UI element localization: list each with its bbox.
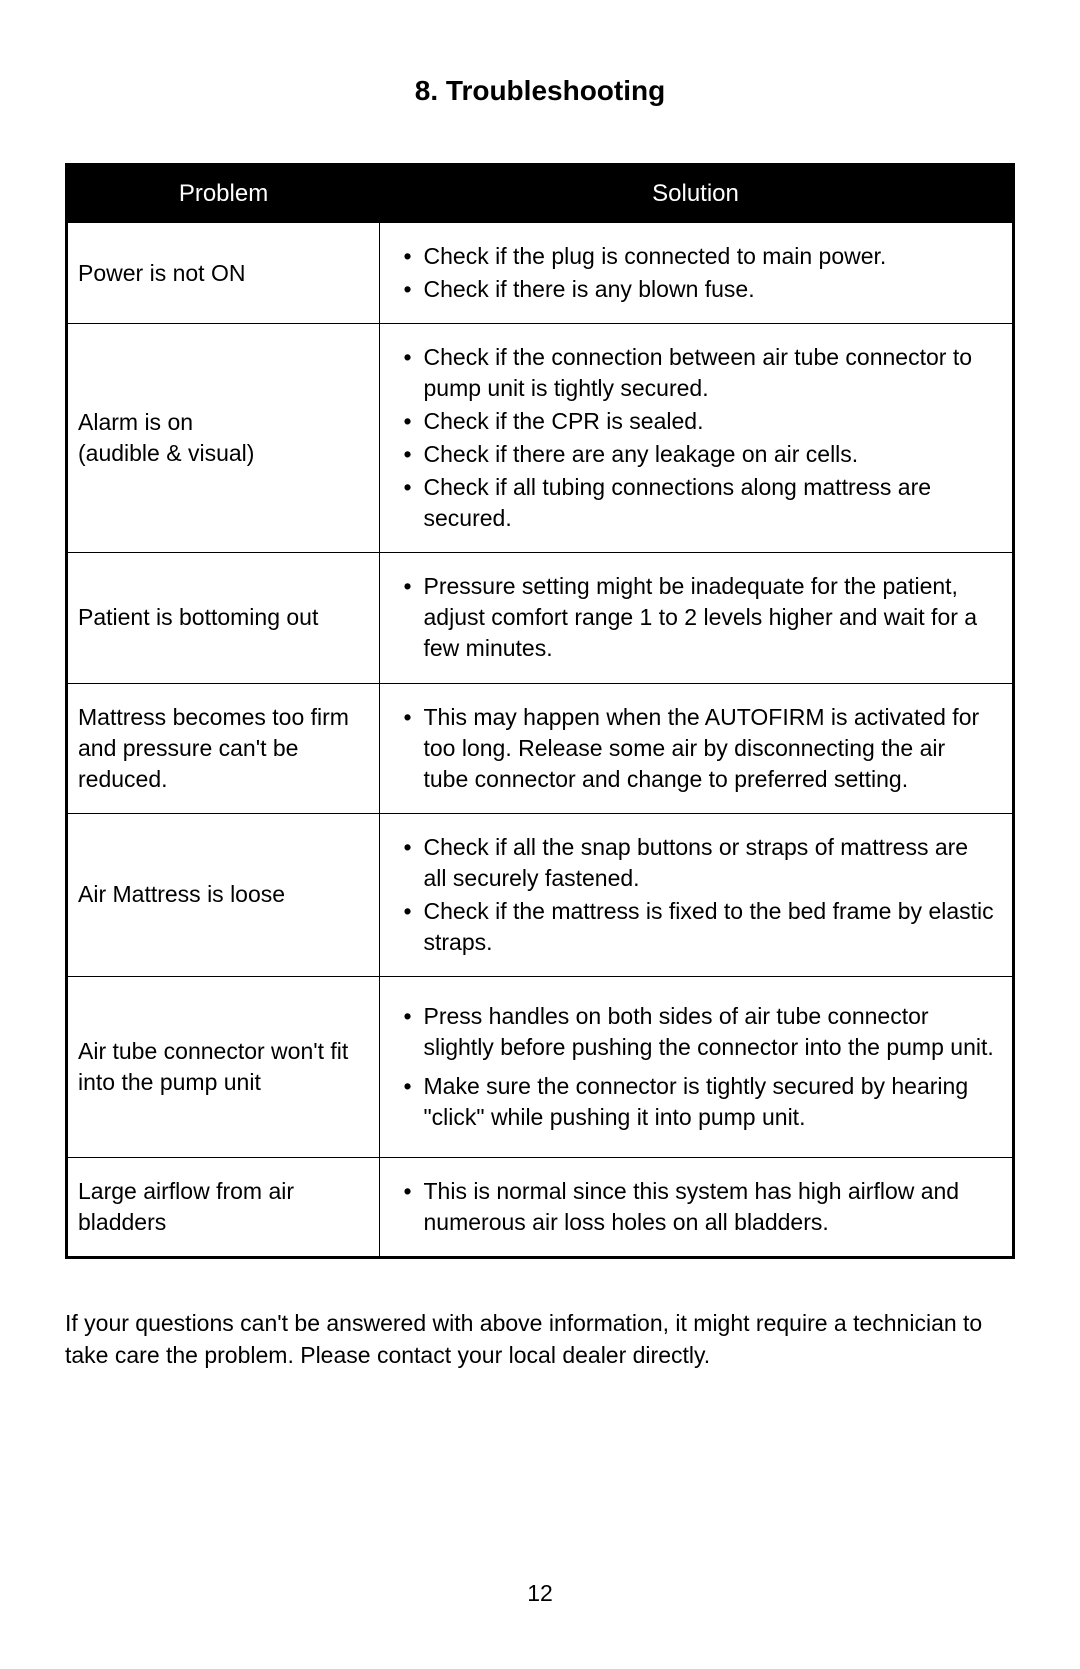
- solution-cell: Check if the plug is connected to main p…: [379, 223, 1014, 324]
- column-header-solution: Solution: [379, 165, 1014, 223]
- problem-cell: Mattress becomes too firm and pressure c…: [67, 683, 380, 813]
- table-row: Large airflow from air bladders This is n…: [67, 1158, 1014, 1258]
- solution-list: This is normal since this system has hig…: [394, 1176, 999, 1238]
- solution-cell: Check if the connection between air tube…: [379, 324, 1014, 553]
- solution-list: Pressure setting might be inadequate for…: [394, 571, 999, 664]
- solution-item: Check if the CPR is sealed.: [424, 406, 995, 437]
- solution-item: Check if there are any leakage on air ce…: [424, 439, 995, 470]
- troubleshooting-table: Problem Solution Power is not ON Check if…: [65, 163, 1015, 1259]
- page-number: 12: [0, 1580, 1080, 1607]
- table-row: Power is not ON Check if the plug is conn…: [67, 223, 1014, 324]
- solution-item: Check if there is any blown fuse.: [424, 274, 995, 305]
- solution-list: Press handles on both sides of air tube …: [394, 1001, 999, 1133]
- solution-item: Pressure setting might be inadequate for…: [424, 571, 995, 664]
- table-row: Air Mattress is loose Check if all the sn…: [67, 813, 1014, 976]
- table-row: Alarm is on(audible & visual) Check if th…: [67, 324, 1014, 553]
- footnote-text: If your questions can't be answered with…: [65, 1307, 1015, 1371]
- solution-list: This may happen when the AUTOFIRM is act…: [394, 702, 999, 795]
- section-title: 8. Troubleshooting: [65, 75, 1015, 107]
- problem-cell: Large airflow from air bladders: [67, 1158, 380, 1258]
- table-row: Mattress becomes too firm and pressure c…: [67, 683, 1014, 813]
- solution-list: Check if the connection between air tube…: [394, 342, 999, 534]
- solution-list: Check if all the snap buttons or straps …: [394, 832, 999, 958]
- solution-item: Check if the plug is connected to main p…: [424, 241, 995, 272]
- solution-list: Check if the plug is connected to main p…: [394, 241, 999, 305]
- table-header: Problem Solution: [67, 165, 1014, 223]
- solution-item: Check if all tubing connections along ma…: [424, 472, 995, 534]
- solution-item: Press handles on both sides of air tube …: [424, 1001, 995, 1063]
- solution-cell: Check if all the snap buttons or straps …: [379, 813, 1014, 976]
- solution-cell: Press handles on both sides of air tube …: [379, 976, 1014, 1157]
- solution-cell: This may happen when the AUTOFIRM is act…: [379, 683, 1014, 813]
- problem-cell: Patient is bottoming out: [67, 553, 380, 683]
- problem-cell: Alarm is on(audible & visual): [67, 324, 380, 553]
- solution-cell: This is normal since this system has hig…: [379, 1158, 1014, 1258]
- problem-cell: Air tube connector won't fit into the pu…: [67, 976, 380, 1157]
- problem-cell: Air Mattress is loose: [67, 813, 380, 976]
- problem-cell: Power is not ON: [67, 223, 380, 324]
- solution-item: Make sure the connector is tightly secur…: [424, 1071, 995, 1133]
- solution-item: Check if all the snap buttons or straps …: [424, 832, 995, 894]
- table-row: Air tube connector won't fit into the pu…: [67, 976, 1014, 1157]
- table-row: Patient is bottoming out Pressure setting…: [67, 553, 1014, 683]
- solution-item: This is normal since this system has hig…: [424, 1176, 995, 1238]
- solution-item: Check if the connection between air tube…: [424, 342, 995, 404]
- column-header-problem: Problem: [67, 165, 380, 223]
- solution-cell: Pressure setting might be inadequate for…: [379, 553, 1014, 683]
- document-page: 8. Troubleshooting Problem Solution Powe…: [0, 0, 1080, 1372]
- solution-item: Check if the mattress is fixed to the be…: [424, 896, 995, 958]
- solution-item: This may happen when the AUTOFIRM is act…: [424, 702, 995, 795]
